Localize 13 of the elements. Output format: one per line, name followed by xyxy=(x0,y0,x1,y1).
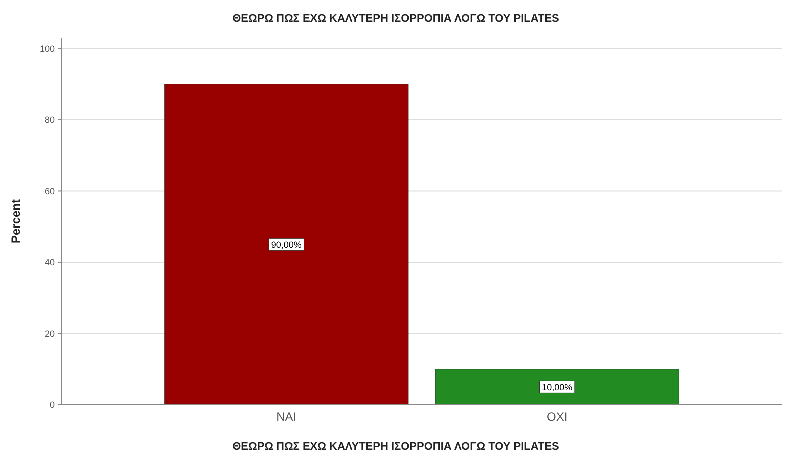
data-label: 10,00% xyxy=(542,382,573,392)
x-tick-label: ΟΧΙ xyxy=(547,410,568,424)
x-tick-label: ΝΑΙ xyxy=(276,410,297,424)
y-axis-title: Percent xyxy=(9,199,23,244)
y-tick-label: 20 xyxy=(44,328,55,339)
y-tick-label: 40 xyxy=(44,258,55,268)
y-tick-label: 100 xyxy=(40,44,55,54)
data-label: 90,00% xyxy=(271,240,302,250)
y-tick-label: 80 xyxy=(44,115,55,126)
y-tick-label: 60 xyxy=(44,186,55,196)
x-axis-title: ΘΕΩΡΩ ΠΩΣ ΕΧΩ ΚΑΛΥΤΕΡΗ ΙΣΟΡΡΟΠΙΑ ΛΟΓΩ ΤΟΥ PILATES xyxy=(232,441,560,453)
y-tick-label: 0 xyxy=(50,400,55,410)
chart-title: ΘΕΩΡΩ ΠΩΣ ΕΧΩ ΚΑΛΥΤΕΡΗ ΙΣΟΡΡΟΠΙΑ ΛΟΓΩ ΤΟΥ PILATES xyxy=(232,13,560,25)
